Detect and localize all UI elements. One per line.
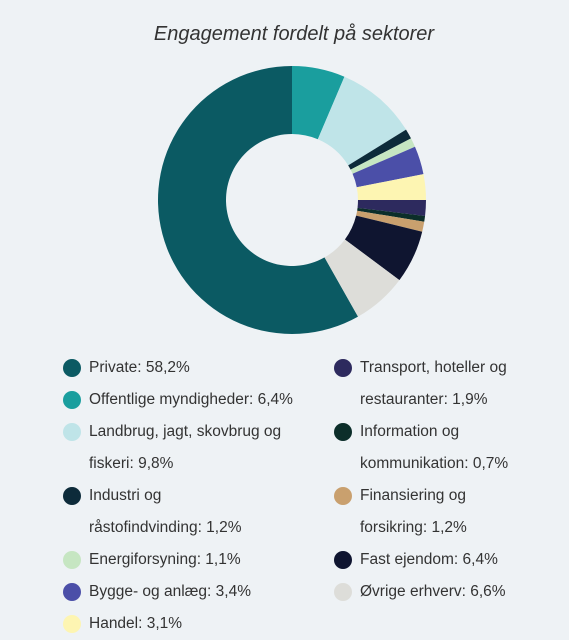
legend-label: Offentlige myndigheder: 6,4% [89,391,293,408]
legend-label: Industri og råstofindvinding: 1,2% [89,487,242,536]
legend-swatch [334,583,352,601]
legend-swatch [334,423,352,441]
donut-slice [356,210,425,232]
legend-label: Landbrug, jagt, skovbrug og fiskeri: 9,8… [89,423,282,472]
legend-swatch [63,391,81,409]
legend-label: Bygge- og anlæg: 3,4% [89,583,251,600]
legend-swatch [63,423,81,441]
legend-swatch [63,359,81,377]
chart-title: Engagement fordelt på sektorer [154,23,436,45]
legend-swatch [63,551,81,569]
legend-label: Finansiering og forsikring: 1,2% [360,487,467,536]
legend-swatch [63,583,81,601]
legend-label: Øvrige erhverv: 6,6% [360,583,506,600]
legend-swatch [334,359,352,377]
legend-label: Transport, hoteller og restauranter: 1,9… [360,359,507,408]
donut-slice [357,207,426,222]
donut-slice [344,215,423,281]
donut-slice [348,129,412,170]
legend-swatch [63,487,81,505]
legend-label: Information og kommunikation: 0,7% [360,423,509,472]
legend-swatch [63,615,81,633]
donut-slice [352,146,424,188]
donut-slice [324,239,400,317]
donut-slice [357,200,426,216]
donut-slice [157,66,359,334]
donut-slice [292,66,345,140]
legend-swatch [334,551,352,569]
donut-slice [317,76,407,166]
legend-label: Energiforsyning: 1,1% [89,551,241,568]
legend-label: Fast ejendom: 6,4% [360,551,498,568]
donut-slice [350,138,415,174]
legend-swatch [334,487,352,505]
legend-label: Handel: 3,1% [89,615,183,632]
legend-label: Private: 58,2% [89,359,190,376]
donut-slice [356,174,426,200]
